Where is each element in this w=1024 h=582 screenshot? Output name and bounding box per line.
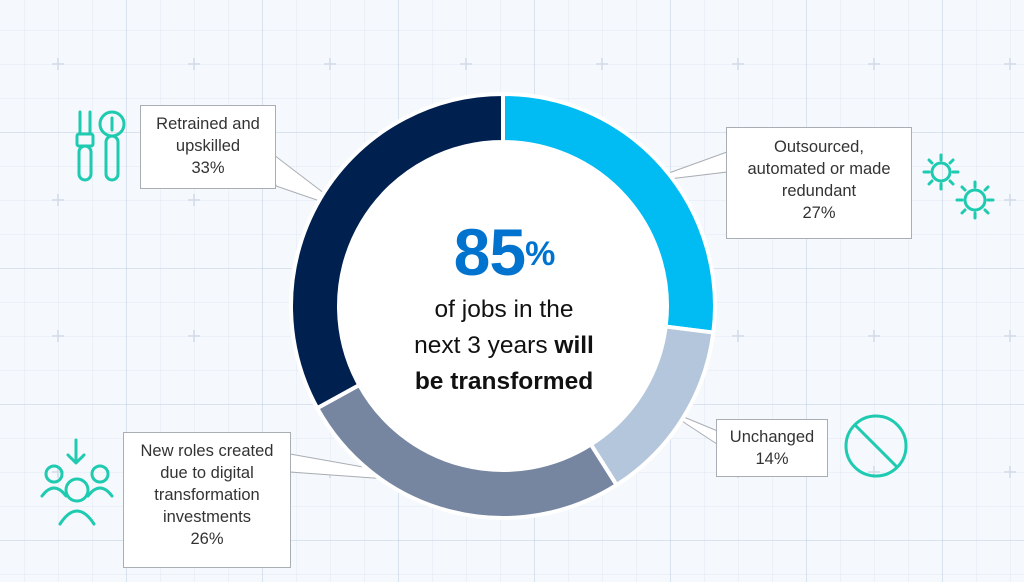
- donut-hole: [340, 143, 666, 469]
- callout-outsourced-line-2: automated or made: [747, 160, 891, 178]
- callout-unchanged: Unchanged 14%: [716, 419, 828, 477]
- headline-caption: of jobs in the next 3 years will be tran…: [372, 292, 636, 400]
- callout-retrained-line-1: Retrained and: [156, 115, 260, 133]
- donut-chart: [289, 91, 717, 520]
- callout-retrained-line-2: upskilled: [175, 137, 241, 155]
- callout-newroles-line-3: transformation: [154, 486, 260, 504]
- callout-newroles: New roles created due to digital transfo…: [123, 432, 291, 568]
- headline-percent: 85%: [372, 212, 636, 292]
- callout-newroles-line-4: investments: [162, 508, 252, 526]
- callout-newroles-line-1: New roles created: [140, 442, 274, 460]
- people-icon: [40, 438, 114, 526]
- callout-unchanged-percent: 14%: [755, 450, 789, 468]
- callout-outsourced: Outsourced, automated or made redundant …: [726, 127, 912, 239]
- headline-line-2-plain: next 3 years: [414, 332, 555, 359]
- headline-line-2-bold: will: [554, 332, 594, 359]
- headline-line-3-bold: be transformed: [414, 368, 594, 395]
- donut-center-headline: 85% of jobs in the next 3 years will be …: [372, 212, 636, 400]
- callout-outsourced-line-3: redundant: [781, 182, 857, 200]
- callout-unchanged-line-1: Unchanged: [729, 428, 815, 446]
- callout-newroles-line-2: due to digital: [160, 464, 254, 482]
- headline-number: 85: [453, 215, 526, 289]
- headline-percent-symbol: %: [525, 235, 555, 273]
- callout-newroles-percent: 26%: [190, 530, 224, 548]
- gears-icon: [922, 153, 995, 220]
- prohibited-icon: [844, 414, 908, 478]
- tools-icon: [75, 110, 126, 182]
- headline-line-1: of jobs in the: [434, 296, 574, 323]
- callout-outsourced-line-1: Outsourced,: [774, 138, 864, 156]
- donut-slice-4: [289, 91, 505, 411]
- headline-line-2: next 3 years will: [372, 328, 636, 364]
- callout-retrained-percent: 33%: [191, 159, 225, 177]
- callout-outsourced-percent: 27%: [802, 204, 836, 222]
- callout-retrained: Retrained and upskilled 33%: [140, 105, 276, 189]
